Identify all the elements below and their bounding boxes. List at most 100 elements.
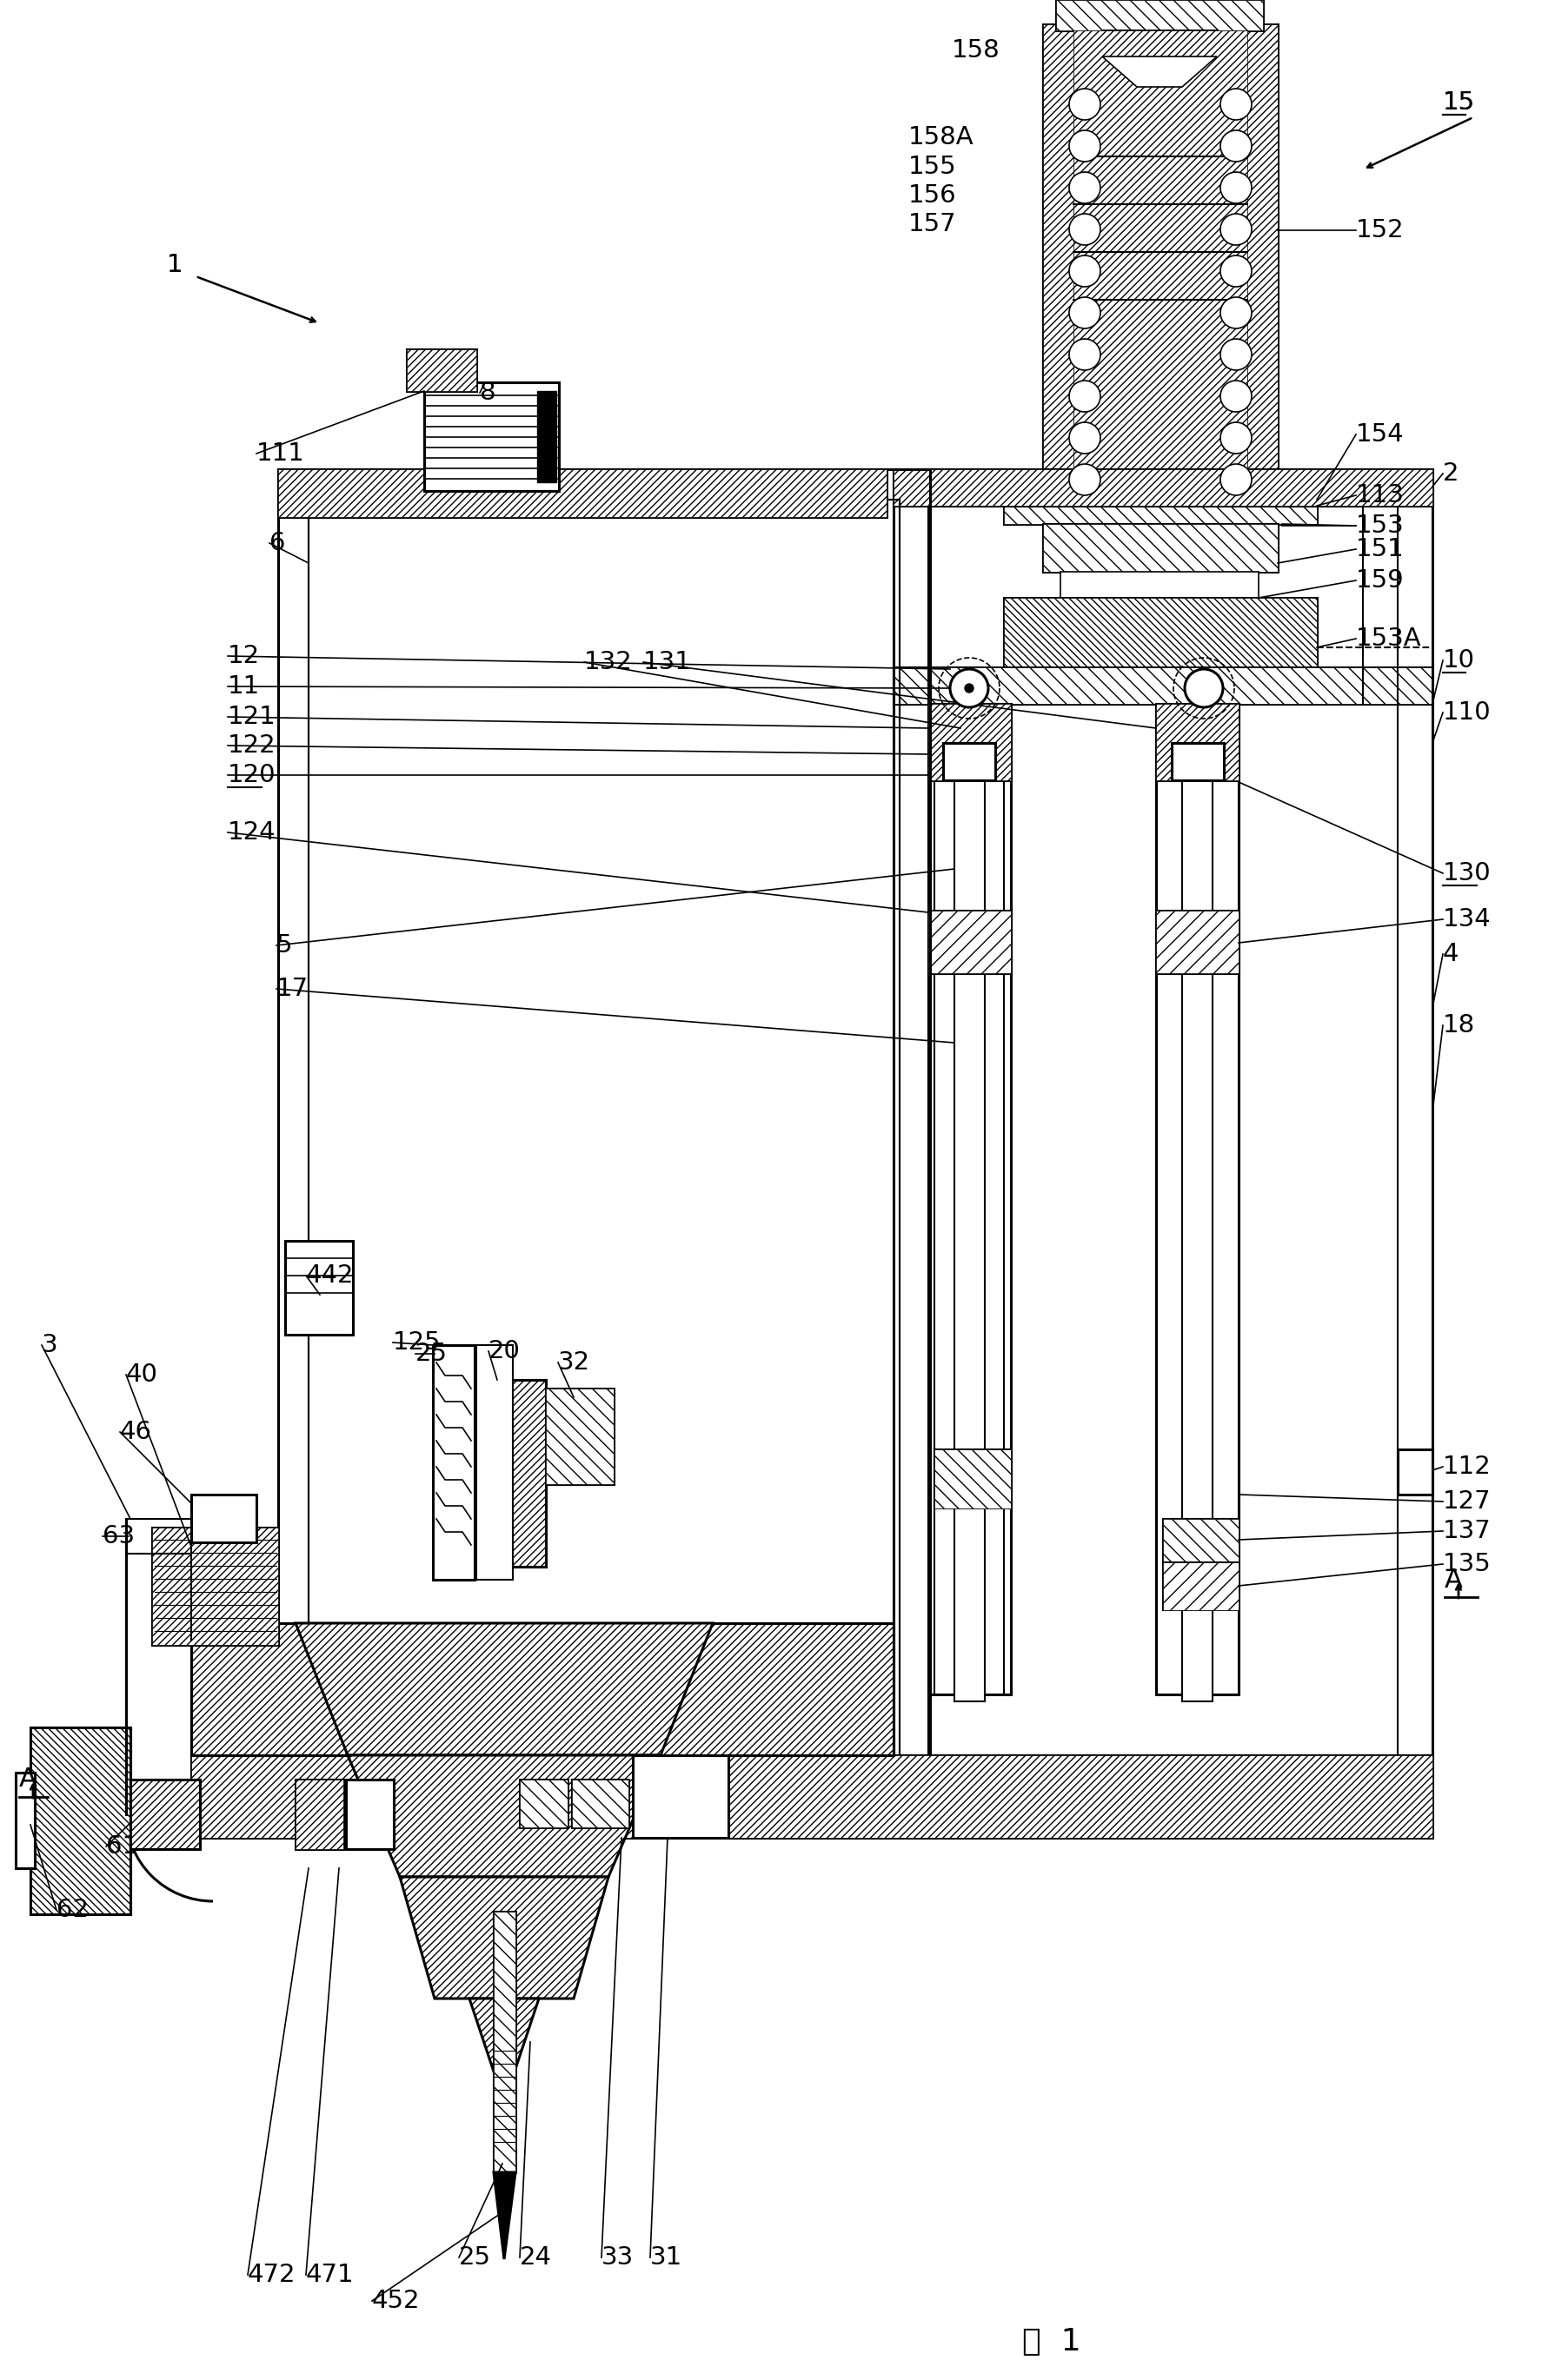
Circle shape [1221, 171, 1252, 202]
Text: 158A: 158A [908, 126, 973, 150]
Polygon shape [572, 1780, 628, 1828]
Polygon shape [1247, 24, 1278, 564]
Bar [935, 704, 1005, 1695]
Bar [1005, 476, 1317, 524]
Polygon shape [493, 1911, 515, 2173]
Polygon shape [928, 912, 1011, 973]
Bar [928, 912, 1011, 973]
Circle shape [1221, 298, 1252, 328]
Circle shape [1070, 381, 1101, 412]
Polygon shape [278, 469, 886, 516]
Bar [191, 1495, 257, 1542]
Bar [1155, 704, 1239, 781]
Text: 3: 3 [42, 1333, 58, 1357]
Bar [1398, 1449, 1432, 1495]
Bar [572, 1780, 628, 1828]
Text: 125: 125 [393, 1330, 442, 1354]
Bar [425, 383, 558, 490]
Circle shape [1221, 131, 1252, 162]
Bar [1043, 524, 1278, 571]
Text: 63: 63 [103, 1523, 135, 1549]
Text: 25: 25 [459, 2244, 491, 2271]
Polygon shape [1163, 1518, 1239, 1561]
Text: 120: 120 [227, 764, 275, 788]
Bar [191, 1754, 1432, 1837]
Bar [16, 1773, 34, 1868]
Bar [285, 1240, 353, 1335]
Polygon shape [894, 666, 1432, 704]
Bar [894, 469, 1432, 1754]
Text: 110: 110 [1443, 700, 1491, 724]
Polygon shape [1043, 24, 1073, 564]
Polygon shape [519, 1780, 568, 1828]
Text: 18: 18 [1443, 1014, 1476, 1038]
Bar [1102, 31, 1218, 57]
Text: 图  1: 图 1 [1022, 2328, 1081, 2356]
Polygon shape [470, 1999, 540, 2104]
Polygon shape [191, 1623, 894, 1754]
Text: 134: 134 [1443, 907, 1491, 931]
Text: 154: 154 [1356, 421, 1404, 447]
Circle shape [1221, 464, 1252, 495]
Polygon shape [1056, 0, 1263, 31]
Bar [1155, 704, 1239, 1695]
Circle shape [1221, 381, 1252, 412]
Circle shape [964, 683, 973, 693]
Text: 159: 159 [1356, 569, 1404, 593]
Bar [278, 469, 930, 1754]
Polygon shape [546, 1388, 614, 1485]
Text: 156: 156 [908, 183, 956, 207]
Text: 153: 153 [1356, 514, 1404, 538]
Bar [1061, 571, 1258, 597]
Bar [1155, 912, 1239, 973]
Circle shape [1070, 131, 1101, 162]
Polygon shape [1005, 476, 1317, 524]
Text: 17: 17 [277, 976, 309, 1002]
Text: 471: 471 [306, 2263, 355, 2287]
Bar [278, 469, 886, 516]
Circle shape [1070, 421, 1101, 455]
Bar [31, 1728, 131, 1914]
Text: 11: 11 [227, 674, 260, 700]
Bar [1005, 597, 1317, 666]
Text: 15: 15 [1443, 90, 1476, 114]
Text: 24: 24 [519, 2244, 552, 2271]
Text: 157: 157 [908, 212, 956, 236]
Bar [894, 469, 1432, 505]
Polygon shape [1073, 31, 1247, 557]
Bar [432, 1345, 474, 1580]
Text: 2: 2 [1443, 462, 1459, 486]
Circle shape [1185, 669, 1222, 707]
Text: 20: 20 [488, 1340, 521, 1364]
Polygon shape [928, 704, 1011, 781]
Polygon shape [31, 1728, 131, 1914]
Bar [955, 781, 984, 1702]
Circle shape [1070, 255, 1101, 286]
Text: 111: 111 [257, 440, 305, 466]
Circle shape [1070, 298, 1101, 328]
Text: 1: 1 [166, 252, 183, 276]
Polygon shape [400, 1878, 608, 1999]
Polygon shape [348, 1754, 661, 1878]
Text: 158: 158 [952, 38, 1000, 62]
Polygon shape [152, 1528, 278, 1645]
Bar [1171, 743, 1224, 781]
Circle shape [1221, 421, 1252, 455]
Text: 32: 32 [558, 1349, 591, 1376]
Polygon shape [295, 1623, 712, 1754]
Bar [519, 1780, 568, 1828]
Text: 472: 472 [247, 2263, 295, 2287]
Text: 25: 25 [415, 1342, 448, 1366]
Bar [942, 743, 995, 781]
Polygon shape [1102, 57, 1218, 88]
Text: 5: 5 [277, 933, 292, 957]
Text: 46: 46 [120, 1421, 152, 1445]
Polygon shape [1043, 524, 1278, 571]
Bar [536, 390, 557, 483]
Bar [928, 704, 1011, 1695]
Text: 153A: 153A [1356, 626, 1421, 650]
Text: 127: 127 [1443, 1490, 1491, 1514]
Circle shape [1221, 338, 1252, 371]
Polygon shape [407, 350, 476, 390]
Polygon shape [1005, 597, 1317, 666]
